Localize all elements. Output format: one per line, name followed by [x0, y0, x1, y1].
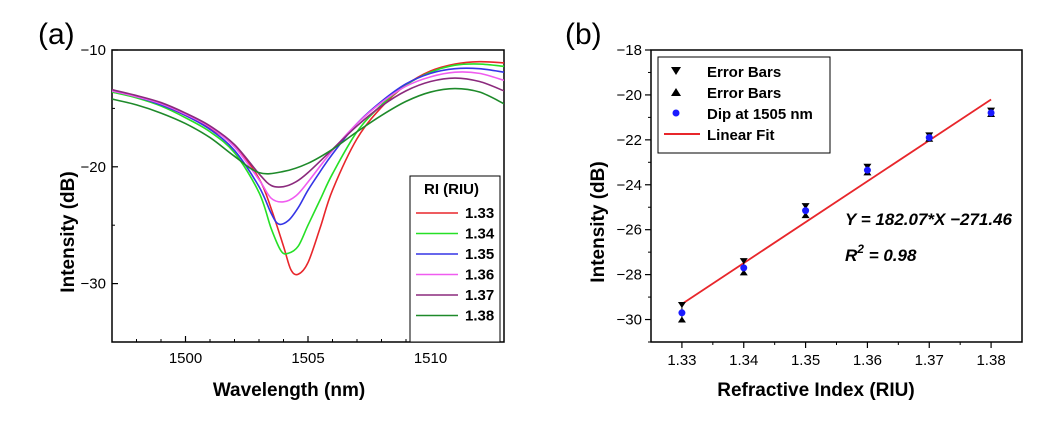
legend-label: 1.34	[465, 226, 495, 243]
data-point	[740, 264, 748, 272]
y-tick-label: −20	[81, 159, 106, 176]
y-tick-label: −30	[617, 312, 642, 329]
x-tick-label: 1500	[169, 350, 202, 367]
panel-b-xlabel: Refractive Index (RIU)	[717, 380, 914, 401]
error-bar-upper-marker	[677, 301, 686, 308]
panel-a-chart: Intensity (dB) Wavelength (nm) 1500 1505 1…	[58, 42, 505, 401]
legend-box	[657, 56, 831, 154]
legend-label: 1.33	[465, 205, 494, 222]
panel-b-label: (b)	[565, 18, 602, 51]
y-tick-label: −20	[617, 87, 642, 104]
error-bar-lower-marker	[739, 269, 748, 276]
x-tick-label: 1505	[291, 350, 324, 367]
y-tick-label: −28	[617, 267, 642, 284]
data-point	[925, 134, 933, 142]
legend-label: 1.36	[465, 267, 494, 284]
panel-a-ylabel: Intensity (dB)	[58, 171, 79, 292]
r-squared-symbol: R	[845, 246, 858, 265]
y-tick-label: −30	[81, 276, 106, 293]
error-bar-lower-marker	[801, 212, 810, 219]
legend-label: 1.35	[465, 246, 494, 263]
data-point	[802, 207, 810, 215]
data-point	[863, 166, 871, 174]
legend-label: Linear Fit	[707, 127, 775, 144]
y-tick-label: −18	[617, 42, 642, 59]
r-squared-value: = 0.98	[864, 246, 917, 265]
error-bar-upper-marker	[801, 203, 810, 210]
x-tick-label: 1.38	[976, 352, 1005, 369]
legend-up-triangle	[671, 88, 681, 96]
series-line-1.36	[112, 71, 504, 203]
x-tick-label: 1.35	[791, 352, 820, 369]
data-point	[678, 309, 686, 317]
panel-b-chart: Intensity (dB) Refractive Index (RIU) 1.…	[588, 42, 1023, 401]
legend-dot	[672, 109, 680, 117]
x-tick-label: 1.37	[915, 352, 944, 369]
panel-a-legend-title: RI (RIU)	[424, 181, 479, 198]
error-bar-upper-marker	[739, 258, 748, 265]
legend-label: Error Bars	[707, 64, 781, 81]
fit-equation-annotation: Y = 182.07*X −271.46	[845, 210, 1013, 229]
legend-label: Dip at 1505 nm	[707, 106, 813, 123]
y-tick-label: −10	[81, 42, 106, 59]
legend-box	[409, 175, 501, 343]
y-tick-label: −24	[617, 177, 642, 194]
y-tick-label: −26	[617, 222, 642, 239]
r-squared-annotation: R2 = 0.98	[845, 242, 917, 265]
r-squared-superscript: 2	[856, 242, 864, 256]
data-point	[987, 109, 995, 117]
panel-a-xlabel: Wavelength (nm)	[213, 380, 365, 401]
legend-label: 1.37	[465, 287, 494, 304]
legend-label: Error Bars	[707, 85, 781, 102]
legend-label: 1.38	[465, 308, 494, 325]
series-line-1.35	[112, 67, 504, 226]
x-tick-label: 1.34	[729, 352, 758, 369]
error-bar-lower-marker	[677, 316, 686, 323]
y-tick-label: −22	[617, 132, 642, 149]
series-group	[112, 60, 504, 276]
x-tick-label: 1.36	[853, 352, 882, 369]
x-tick-label: 1510	[414, 350, 447, 367]
panel-b-ylabel: Intensity (dB)	[588, 161, 609, 282]
panel-a-label: (a)	[38, 18, 75, 51]
fit-line	[681, 98, 992, 305]
series-line-1.38	[112, 87, 504, 175]
series-line-1.37	[112, 77, 504, 188]
x-tick-label: 1.33	[667, 352, 696, 369]
legend-down-triangle	[671, 67, 681, 75]
